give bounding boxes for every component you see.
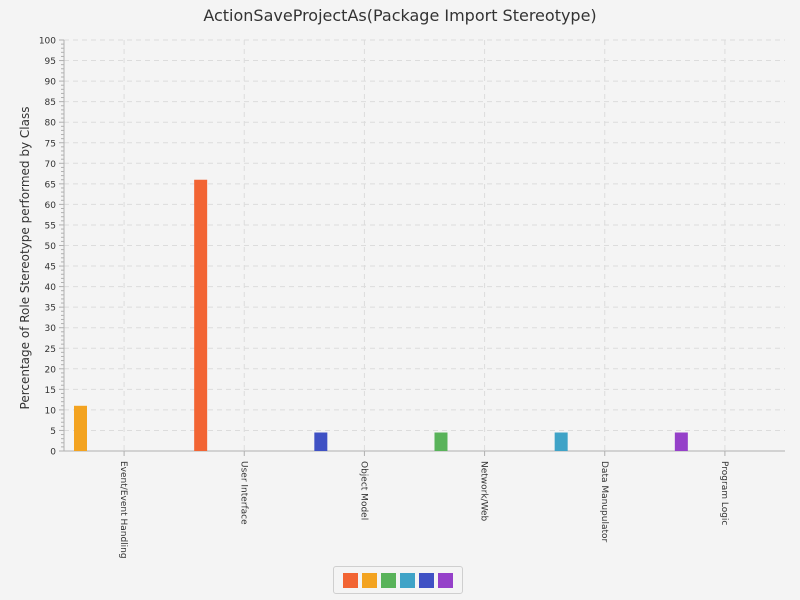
y-tick-label: 15 (45, 386, 56, 396)
bar (554, 432, 568, 451)
bar (74, 405, 87, 451)
y-tick-label: 90 (45, 78, 57, 88)
y-tick-label: 10 (45, 406, 57, 416)
legend-swatch (400, 572, 415, 588)
y-tick-label: 35 (45, 304, 56, 314)
y-tick-label: 70 (45, 160, 57, 170)
y-tick-label: 50 (45, 242, 57, 252)
x-tick-label: Object Model (358, 461, 368, 520)
bar (434, 432, 448, 451)
y-tick-label: 60 (45, 201, 57, 211)
y-tick-label: 30 (45, 324, 57, 334)
legend-swatch (419, 572, 434, 588)
bar (194, 179, 208, 452)
legend-swatch (343, 572, 358, 588)
x-tick-label: User Interface (238, 461, 248, 525)
y-tick-label: 65 (45, 180, 56, 190)
y-tick-label: 25 (45, 345, 56, 355)
y-tick-label: 0 (50, 448, 56, 458)
x-tick-label: Program Logic (719, 461, 729, 525)
y-tick-label: 85 (45, 98, 56, 108)
legend-swatch (438, 572, 453, 588)
y-tick-label: 100 (39, 37, 56, 47)
y-tick-label: 75 (45, 139, 56, 149)
y-tick-label: 40 (45, 283, 57, 293)
legend (333, 566, 463, 594)
x-tick-label: Data Manupulator (599, 461, 609, 543)
legend-swatch (362, 572, 377, 588)
bar (674, 432, 688, 451)
y-tick-label: 80 (45, 119, 57, 129)
x-tick-label: Event/Event Handling (118, 461, 128, 559)
y-tick-label: 20 (45, 365, 57, 375)
x-tick-label: Network/Web (479, 461, 489, 522)
y-tick-label: 45 (45, 263, 56, 273)
y-tick-label: 95 (45, 57, 56, 67)
legend-swatch (381, 572, 396, 588)
bar (314, 432, 328, 451)
y-tick-label: 5 (50, 427, 56, 437)
chart-title: ActionSaveProjectAs(Package Import Stere… (203, 6, 597, 25)
y-tick-label: 55 (45, 221, 56, 231)
